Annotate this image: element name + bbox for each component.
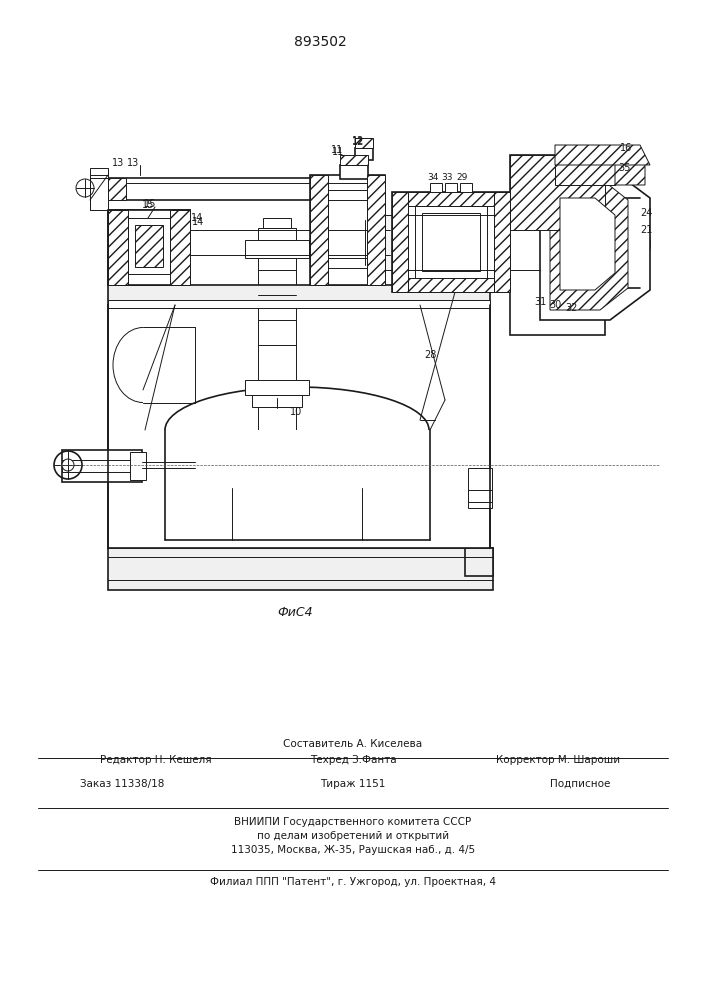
Bar — [245, 240, 309, 258]
Text: 16: 16 — [620, 143, 632, 153]
Text: 15: 15 — [142, 200, 154, 210]
Text: 113035, Москва, Ж-35, Раушская наб., д. 4/5: 113035, Москва, Ж-35, Раушская наб., д. … — [231, 845, 475, 855]
Bar — [275, 505, 285, 513]
Bar — [108, 178, 368, 200]
Bar — [245, 380, 309, 395]
Bar — [252, 395, 302, 407]
Bar — [460, 183, 472, 193]
Text: 21: 21 — [640, 225, 653, 235]
Polygon shape — [540, 168, 650, 320]
Text: Подписное: Подписное — [549, 779, 610, 789]
Bar — [258, 253, 296, 433]
Bar — [494, 192, 510, 292]
Bar — [310, 175, 385, 285]
Bar — [135, 225, 163, 267]
Text: 29: 29 — [456, 174, 468, 182]
Text: 15: 15 — [144, 199, 156, 209]
Polygon shape — [90, 168, 108, 210]
Bar — [62, 460, 142, 472]
Bar — [108, 210, 190, 285]
Bar — [422, 213, 480, 271]
Polygon shape — [550, 178, 628, 310]
Bar — [275, 516, 285, 524]
Bar — [340, 165, 368, 179]
Text: 33: 33 — [441, 174, 452, 182]
Bar — [392, 192, 408, 292]
Text: 10: 10 — [290, 407, 303, 417]
Polygon shape — [90, 175, 108, 178]
Bar — [108, 210, 128, 285]
Polygon shape — [555, 155, 615, 185]
Bar — [108, 178, 126, 200]
Text: Корректор М. Шароши: Корректор М. Шароши — [496, 755, 620, 765]
Text: 30: 30 — [549, 300, 561, 310]
Text: Тираж 1151: Тираж 1151 — [320, 779, 386, 789]
Text: по делам изобретений и открытий: по делам изобретений и открытий — [257, 831, 449, 841]
Bar — [328, 190, 367, 268]
Bar — [108, 300, 490, 308]
Text: 34: 34 — [427, 174, 438, 182]
Text: Составитель А. Киселева: Составитель А. Киселева — [284, 739, 423, 749]
Bar — [108, 548, 493, 590]
Polygon shape — [165, 430, 430, 540]
Bar — [430, 183, 442, 193]
Bar — [108, 210, 190, 285]
Text: 893502: 893502 — [293, 35, 346, 49]
Polygon shape — [555, 145, 650, 165]
Polygon shape — [615, 155, 645, 185]
Bar — [510, 155, 605, 335]
Bar — [355, 148, 373, 160]
Bar — [408, 278, 494, 292]
Bar — [408, 192, 494, 206]
Bar — [263, 218, 291, 228]
Bar — [468, 490, 492, 502]
Bar — [128, 218, 170, 274]
Bar — [445, 183, 457, 193]
Text: 11: 11 — [331, 145, 343, 155]
Bar — [128, 230, 170, 270]
Text: ВНИИПИ Государственного комитета СССР: ВНИИПИ Государственного комитета СССР — [235, 817, 472, 827]
Text: Филиал ППП "Патент", г. Ужгород, ул. Проектная, 4: Филиал ППП "Патент", г. Ужгород, ул. Про… — [210, 877, 496, 887]
Polygon shape — [560, 198, 615, 290]
Bar — [170, 210, 190, 285]
Bar — [130, 452, 146, 480]
Bar — [268, 522, 286, 532]
Bar — [108, 285, 490, 307]
Text: 14: 14 — [192, 217, 204, 227]
Text: Редактор Н. Кешеля: Редактор Н. Кешеля — [100, 755, 211, 765]
Text: 14: 14 — [191, 213, 203, 223]
Bar — [468, 468, 492, 508]
Text: 31: 31 — [534, 297, 546, 307]
Bar — [415, 206, 487, 278]
Bar — [465, 548, 493, 576]
Polygon shape — [108, 305, 490, 548]
Text: 11: 11 — [332, 147, 344, 157]
Text: 12: 12 — [352, 136, 364, 146]
Bar — [258, 498, 274, 522]
Circle shape — [62, 459, 74, 471]
Text: 32: 32 — [566, 303, 578, 313]
Text: 35: 35 — [618, 163, 631, 173]
Bar — [385, 215, 540, 270]
Text: 24: 24 — [640, 208, 653, 218]
Text: ФиС4: ФиС4 — [277, 606, 312, 619]
Bar — [392, 192, 510, 292]
Bar — [340, 155, 368, 165]
Bar — [258, 228, 296, 240]
Text: Техред З.Фанта: Техред З.Фанта — [310, 755, 397, 765]
Bar — [328, 200, 367, 258]
Text: 28: 28 — [423, 350, 436, 360]
Bar — [367, 175, 385, 285]
Text: 13: 13 — [127, 158, 139, 168]
Text: 13: 13 — [112, 158, 124, 168]
Bar — [310, 175, 328, 285]
Bar — [355, 138, 373, 148]
Bar — [62, 450, 142, 482]
Text: 12: 12 — [352, 137, 364, 147]
Text: Заказ 11338/18: Заказ 11338/18 — [80, 779, 164, 789]
Bar — [510, 155, 605, 230]
